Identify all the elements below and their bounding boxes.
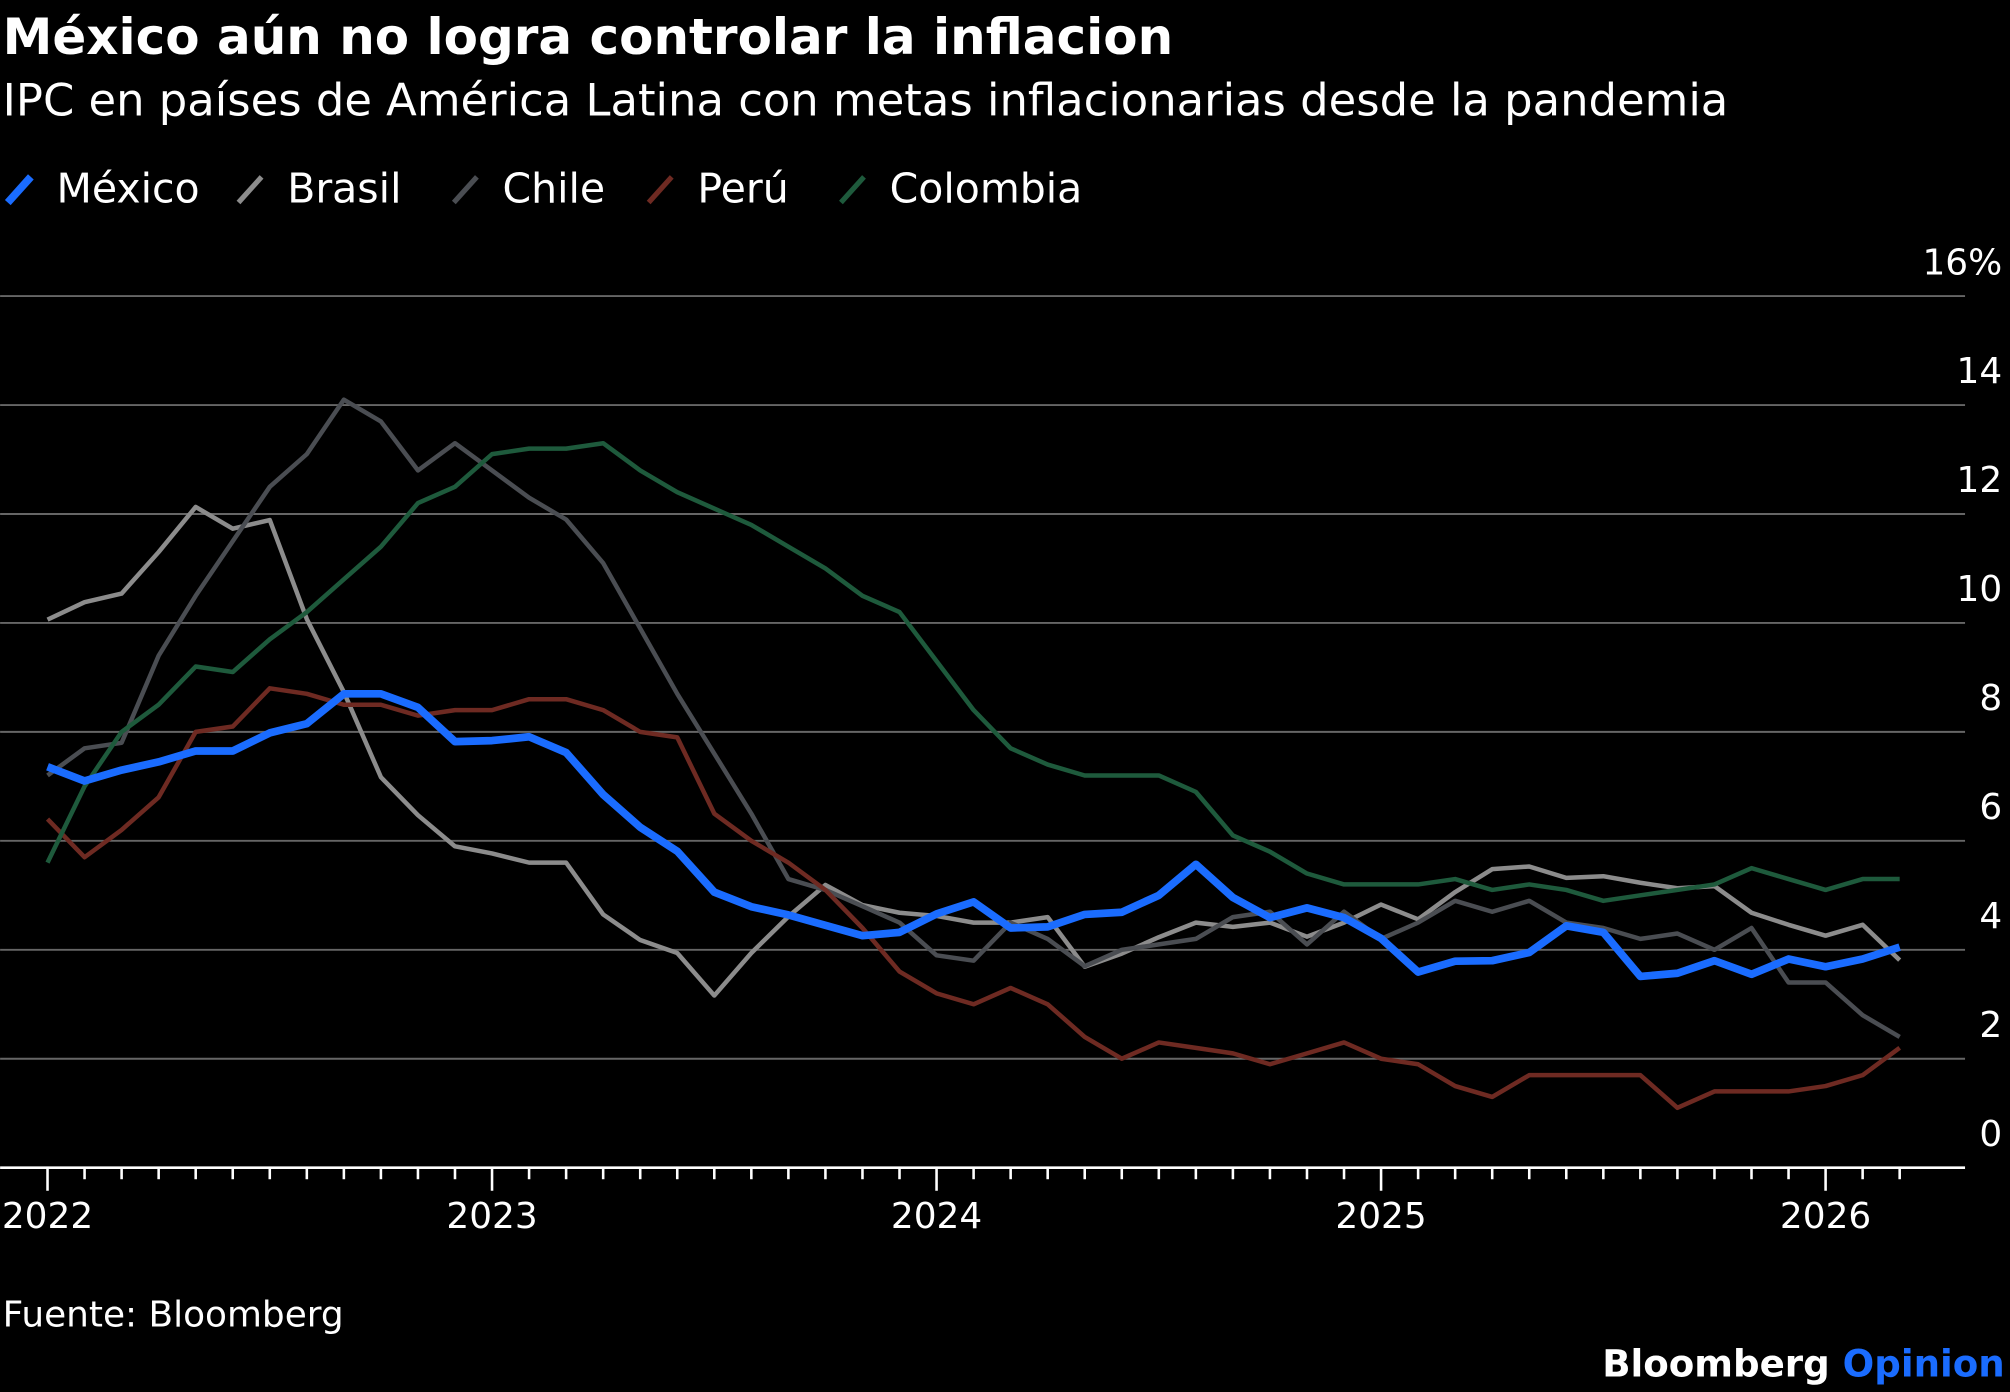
brand-suffix: Opinion: [1843, 1342, 2005, 1386]
brand: Bloomberg Opinion: [1602, 1342, 2005, 1386]
y-tick-label: 4: [1979, 896, 2002, 937]
chart-subtitle: IPC en países de América Latina con meta…: [3, 73, 1729, 126]
series-line: [46, 504, 1902, 998]
series-line: [45, 440, 1900, 904]
x-tick-label: 2025: [1335, 1196, 1426, 1237]
series-line: [46, 689, 1901, 981]
legend-label: Brasil: [287, 165, 401, 213]
chart-title: México aún no logra controlar la inflaci…: [3, 8, 1173, 66]
legend-swatch: [646, 175, 674, 205]
y-tick-label: 0: [1979, 1114, 2002, 1155]
source: Fuente: Bloomberg: [3, 1295, 344, 1336]
legend-label: México: [56, 165, 199, 213]
legend-label: Chile: [503, 165, 606, 213]
x-tick-label: 2024: [891, 1196, 982, 1237]
legend-label: Colombia: [890, 165, 1083, 213]
legend-swatch: [451, 175, 479, 205]
x-tick-label: 2026: [1780, 1196, 1871, 1237]
y-tick-label: 6: [1979, 787, 2002, 828]
legend-swatch: [236, 175, 264, 205]
y-tick-label: 8: [1979, 678, 2002, 719]
x-tick-label: 2023: [446, 1196, 537, 1237]
y-tick-label: 10: [1957, 569, 2003, 610]
y-tick-label: 14: [1957, 351, 2003, 392]
y-tick-label: 16%: [1922, 242, 2002, 283]
series-line: [46, 397, 1901, 1039]
brand-name: Bloomberg: [1602, 1342, 1830, 1386]
y-tick-label: 12: [1957, 460, 2003, 501]
legend-swatch: [4, 174, 34, 206]
legend-label: Perú: [697, 165, 788, 213]
x-tick-label: 2022: [2, 1196, 93, 1237]
legend-swatch: [839, 175, 866, 205]
y-tick-label: 2: [1979, 1005, 2002, 1046]
series-line: [45, 686, 1902, 1111]
